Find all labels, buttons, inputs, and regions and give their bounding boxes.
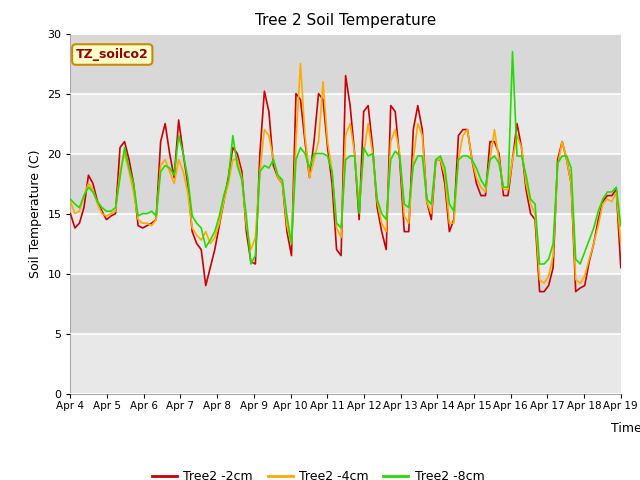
- Title: Tree 2 Soil Temperature: Tree 2 Soil Temperature: [255, 13, 436, 28]
- Tree2 -4cm: [130, 189, 138, 195]
- Tree2 -4cm: [540, 280, 548, 286]
- Bar: [70, 214, 621, 274]
- Line: Tree2 -2cm: Tree2 -2cm: [70, 75, 621, 291]
- Tree2 -8cm: [98, 204, 106, 210]
- Tree2 -2cm: [342, 72, 349, 78]
- Legend: Tree2 -2cm, Tree2 -4cm, Tree2 -8cm: Tree2 -2cm, Tree2 -4cm, Tree2 -8cm: [147, 465, 490, 480]
- Tree2 -2cm: [67, 211, 74, 216]
- Tree2 -2cm: [536, 288, 543, 294]
- Tree2 -8cm: [247, 261, 255, 267]
- Tree2 -2cm: [306, 175, 314, 180]
- Text: TZ_soilco2: TZ_soilco2: [76, 48, 148, 61]
- Line: Tree2 -4cm: Tree2 -4cm: [70, 63, 621, 283]
- Tree2 -8cm: [225, 177, 232, 183]
- X-axis label: Time: Time: [611, 422, 640, 435]
- Tree2 -2cm: [518, 144, 525, 150]
- Y-axis label: Soil Temperature (C): Soil Temperature (C): [29, 149, 42, 278]
- Tree2 -4cm: [67, 199, 74, 204]
- Tree2 -4cm: [121, 151, 129, 156]
- Bar: [70, 274, 621, 334]
- Tree2 -8cm: [509, 48, 516, 54]
- Tree2 -8cm: [67, 196, 74, 202]
- Bar: [70, 34, 621, 94]
- Tree2 -8cm: [522, 172, 530, 178]
- Tree2 -4cm: [297, 60, 305, 66]
- Tree2 -8cm: [617, 223, 625, 228]
- Tree2 -4cm: [518, 144, 525, 150]
- Tree2 -4cm: [98, 211, 106, 216]
- Tree2 -2cm: [121, 139, 129, 144]
- Tree2 -4cm: [225, 180, 232, 186]
- Tree2 -2cm: [98, 208, 106, 214]
- Bar: [70, 154, 621, 214]
- Tree2 -2cm: [130, 180, 138, 186]
- Line: Tree2 -8cm: Tree2 -8cm: [70, 51, 621, 264]
- Tree2 -4cm: [617, 240, 625, 247]
- Tree2 -8cm: [310, 151, 318, 156]
- Tree2 -8cm: [130, 180, 138, 186]
- Tree2 -4cm: [310, 156, 318, 162]
- Tree2 -2cm: [225, 175, 232, 180]
- Tree2 -8cm: [121, 144, 129, 150]
- Bar: [70, 94, 621, 154]
- Bar: [70, 334, 621, 394]
- Tree2 -2cm: [617, 264, 625, 270]
